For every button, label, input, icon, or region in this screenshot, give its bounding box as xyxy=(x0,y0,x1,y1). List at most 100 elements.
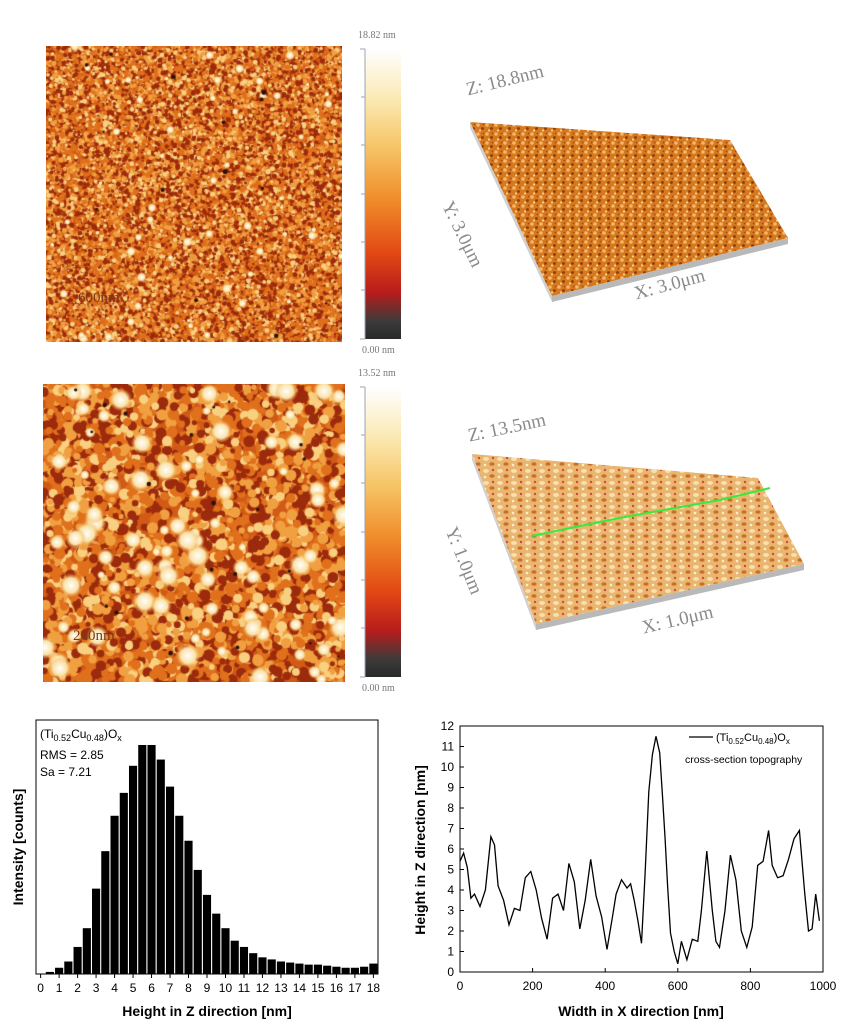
x-tick-label: 5 xyxy=(130,981,137,995)
legend-note: cross-section topography xyxy=(685,754,803,766)
histogram-title: (Ti0.52Cu0.48)Ox xyxy=(40,727,122,743)
colorbar-gradient xyxy=(365,387,401,677)
histogram-bar xyxy=(230,940,239,974)
y-tick-label: 0 xyxy=(447,965,454,979)
histogram-bar xyxy=(128,765,138,974)
histogram-bar xyxy=(202,894,212,974)
x-tick-label: 9 xyxy=(204,981,211,995)
histogram-bar xyxy=(341,967,350,974)
histogram-bar xyxy=(286,962,295,974)
x-tick-label: 10 xyxy=(219,981,233,995)
x-tick-label: 13 xyxy=(274,981,288,995)
histogram-bar xyxy=(92,888,101,974)
histogram-bar xyxy=(276,961,286,974)
x-axis-title: Height in Z direction [nm] xyxy=(122,1003,292,1019)
x-tick-label: 3 xyxy=(93,981,100,995)
histogram-bar xyxy=(323,965,332,974)
y-tick-label: 1 xyxy=(447,945,454,959)
histogram-bar xyxy=(119,792,128,974)
height-histogram-chart: 0 1 2 3 4 5 6 7 8 9 10 11 12 13 14 15 16 17 18 (Ti0.52Cu0.… xyxy=(10,719,381,1019)
x-tick-label: 0 xyxy=(37,981,44,995)
y-tick-label: 4 xyxy=(447,883,454,897)
histogram-bar xyxy=(45,971,54,974)
scale-label: 200nm xyxy=(73,628,115,644)
histogram-bar xyxy=(193,869,202,974)
histogram-bar xyxy=(156,759,165,974)
y-tick-label: 7 xyxy=(447,822,454,836)
x-tick-label: 7 xyxy=(167,981,174,995)
x-tick-label: 400 xyxy=(595,979,615,993)
histogram-bar xyxy=(101,851,110,974)
stat-sa: Sa = 7.21 xyxy=(40,765,92,779)
x-tick-label: 1000 xyxy=(810,979,837,993)
afm-3d-render xyxy=(472,454,804,630)
x-tick-label: 200 xyxy=(523,979,543,993)
x-tick-label: 4 xyxy=(111,981,118,995)
histogram-bar xyxy=(73,946,82,974)
afm-height-map xyxy=(46,46,342,342)
histogram-bar xyxy=(110,815,119,974)
colorbar-max-label: 18.82 nm xyxy=(358,30,396,41)
histogram-bar xyxy=(304,964,313,974)
cross-section-trace-line xyxy=(531,487,771,537)
x-tick-label: 16 xyxy=(330,981,344,995)
y-tick-label: 8 xyxy=(447,801,454,815)
histogram-bar xyxy=(138,744,147,974)
y-tick-label: 12 xyxy=(441,719,455,733)
histogram-bar xyxy=(221,928,230,974)
afm-image-2: 200nm xyxy=(43,384,345,682)
colorbar-max-label: 13.52 nm xyxy=(358,368,396,379)
y-tick-label: 2 xyxy=(447,924,454,938)
histogram-bar xyxy=(165,786,175,974)
x-tick-label: 18 xyxy=(367,981,381,995)
colorbar-axis xyxy=(360,48,366,340)
histogram-bar xyxy=(360,966,369,974)
y-tick-label: 6 xyxy=(447,842,454,856)
histogram-bar xyxy=(249,953,258,974)
legend-label: (Ti0.52Cu0.48)Ox xyxy=(716,732,790,746)
histogram-bar xyxy=(175,815,184,974)
y-tick-label: 10 xyxy=(441,760,455,774)
histogram-bar xyxy=(332,966,341,974)
histogram-bar xyxy=(369,963,378,974)
afm-image-1: 600nm xyxy=(46,46,342,342)
afm-3d-surface-2: Z: 13.5nm Y: 1.0μm X: 1.0μm xyxy=(440,396,820,656)
histogram-bar xyxy=(258,957,267,974)
scale-label: 600nm xyxy=(78,290,120,306)
histogram-bar xyxy=(295,963,304,974)
histogram-bar xyxy=(64,961,73,974)
x-tick-label: 14 xyxy=(293,981,307,995)
x-tick-label: 800 xyxy=(740,979,760,993)
histogram-bar xyxy=(82,928,91,974)
colorbar-min-label: 0.00 nm xyxy=(362,683,395,694)
histogram-bar xyxy=(184,840,193,974)
x-tick-label: 2 xyxy=(74,981,81,995)
y-tick-label: 11 xyxy=(442,740,455,754)
afm-3d-render xyxy=(470,122,788,302)
x-tick-label: 12 xyxy=(256,981,270,995)
colorbar-min-label: 0.00 nm xyxy=(362,345,395,356)
histogram-bar xyxy=(147,744,156,974)
afm-height-map xyxy=(43,384,345,682)
x-axis-title: Width in X direction [nm] xyxy=(558,1003,724,1019)
cross-section-series-line xyxy=(459,736,821,964)
y-tick-label: 5 xyxy=(447,863,454,877)
histogram-bar xyxy=(267,959,276,974)
x-tick-label: 1 xyxy=(56,981,63,995)
x-tick-label: 15 xyxy=(311,981,325,995)
histogram-bar xyxy=(239,946,249,974)
y-axis-title: Height in Z direction [nm] xyxy=(412,765,428,935)
histogram-bar xyxy=(313,964,322,974)
histogram-bar xyxy=(55,967,64,974)
histogram-bar xyxy=(350,967,359,974)
x-tick-label: 6 xyxy=(148,981,155,995)
x-tick-label: 0 xyxy=(457,979,464,993)
colorbar-1: 18.82 nm 0.00 nm xyxy=(358,30,420,356)
x-tick-label: 8 xyxy=(185,981,192,995)
y-tick-label: 3 xyxy=(447,904,454,918)
afm-3d-surface-1: Z: 18.8nm Y: 3.0μm X: 3.0μm xyxy=(437,60,820,320)
x-tick-label: 11 xyxy=(238,981,251,995)
colorbar-gradient xyxy=(365,49,401,339)
x-tick-label: 600 xyxy=(668,979,688,993)
